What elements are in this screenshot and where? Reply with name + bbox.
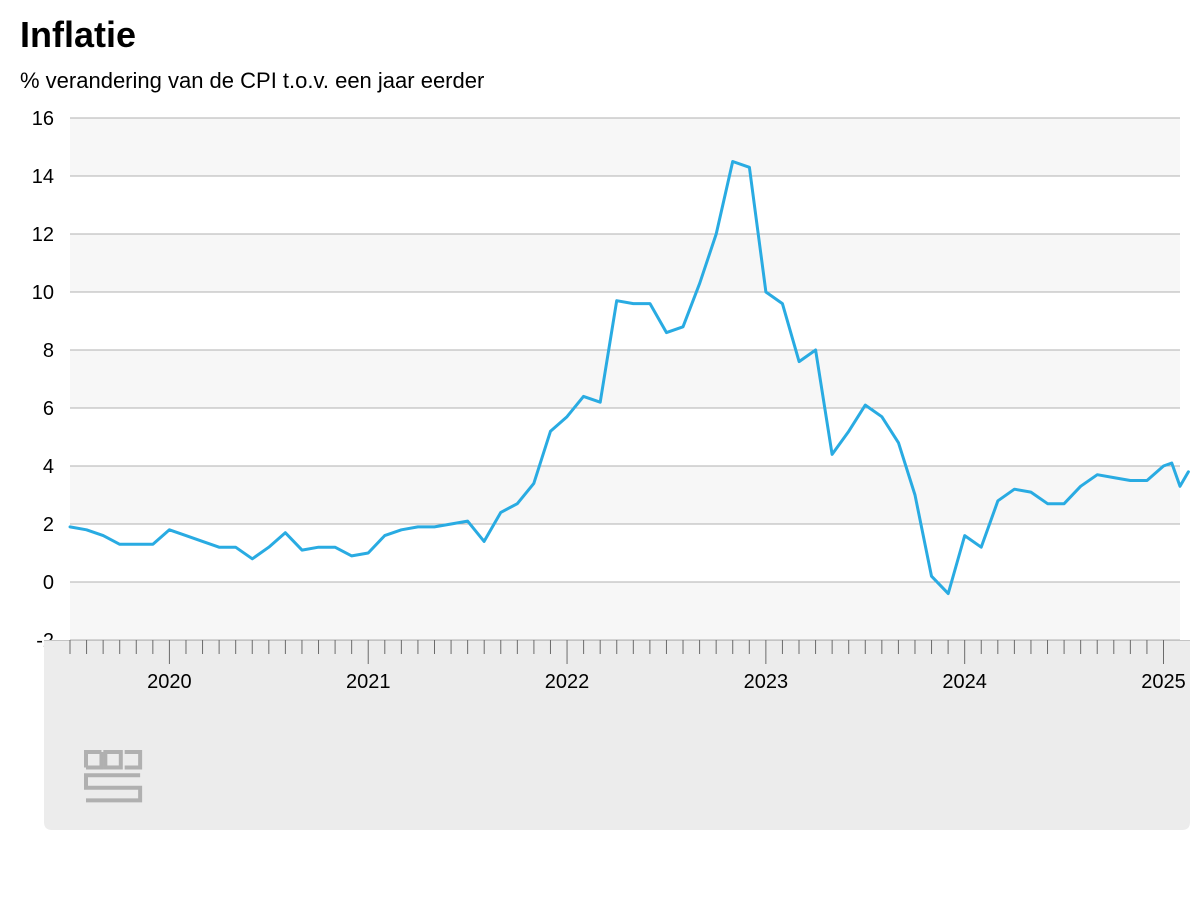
y-tick-label: 0	[43, 572, 54, 594]
y-tick-label: 6	[43, 398, 54, 420]
x-axis-strip	[44, 640, 1190, 830]
grid-band	[70, 466, 1180, 524]
grid-band	[70, 118, 1180, 176]
y-tick-label: 8	[43, 340, 54, 362]
x-tick-label: 2020	[147, 671, 192, 693]
y-tick-label: 4	[43, 456, 54, 478]
y-tick-label: 10	[32, 282, 54, 304]
x-tick-label: 2024	[942, 671, 987, 693]
grid-band	[70, 582, 1180, 640]
y-tick-label: 14	[32, 166, 54, 188]
y-tick-label: 12	[32, 224, 54, 246]
y-tick-label: 16	[32, 108, 54, 130]
x-tick-label: 2025	[1141, 671, 1186, 693]
grid-band	[70, 234, 1180, 292]
grid-band	[70, 350, 1180, 408]
x-tick-label: 2022	[545, 671, 590, 693]
inflation-line-chart: -20246810121416 202020212022202320242025	[0, 0, 1200, 900]
y-tick-label: 2	[43, 514, 54, 536]
x-tick-label: 2023	[744, 671, 789, 693]
x-tick-label: 2021	[346, 671, 391, 693]
